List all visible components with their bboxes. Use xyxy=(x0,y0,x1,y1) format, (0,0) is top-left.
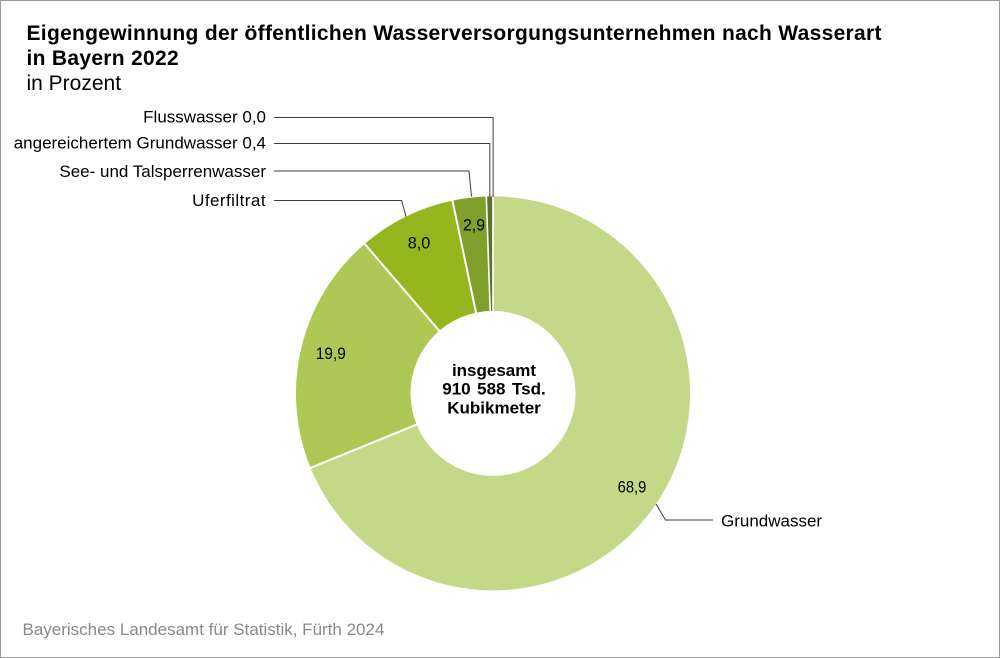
svg-text:Grundwasser: Grundwasser xyxy=(721,512,822,531)
svg-text:Kubikmeter: Kubikmeter xyxy=(447,399,541,418)
svg-text:8,0: 8,0 xyxy=(408,234,431,253)
svg-text:910 588 Tsd.: 910 588 Tsd. xyxy=(442,380,545,399)
svg-text:insgesamt: insgesamt xyxy=(452,361,536,380)
svg-text:Uferfiltrat: Uferfiltrat xyxy=(192,191,266,210)
svg-text:19,9: 19,9 xyxy=(316,344,346,363)
svg-text:68,9: 68,9 xyxy=(618,477,647,496)
svg-text:See- und Talsperrenwasser: See- und Talsperrenwasser xyxy=(59,162,266,181)
svg-text:angereichertem Grundwasser 0,4: angereichertem Grundwasser 0,4 xyxy=(14,134,266,153)
svg-text:2,9: 2,9 xyxy=(463,216,485,235)
svg-text:Flusswasser 0,0: Flusswasser 0,0 xyxy=(143,108,266,127)
